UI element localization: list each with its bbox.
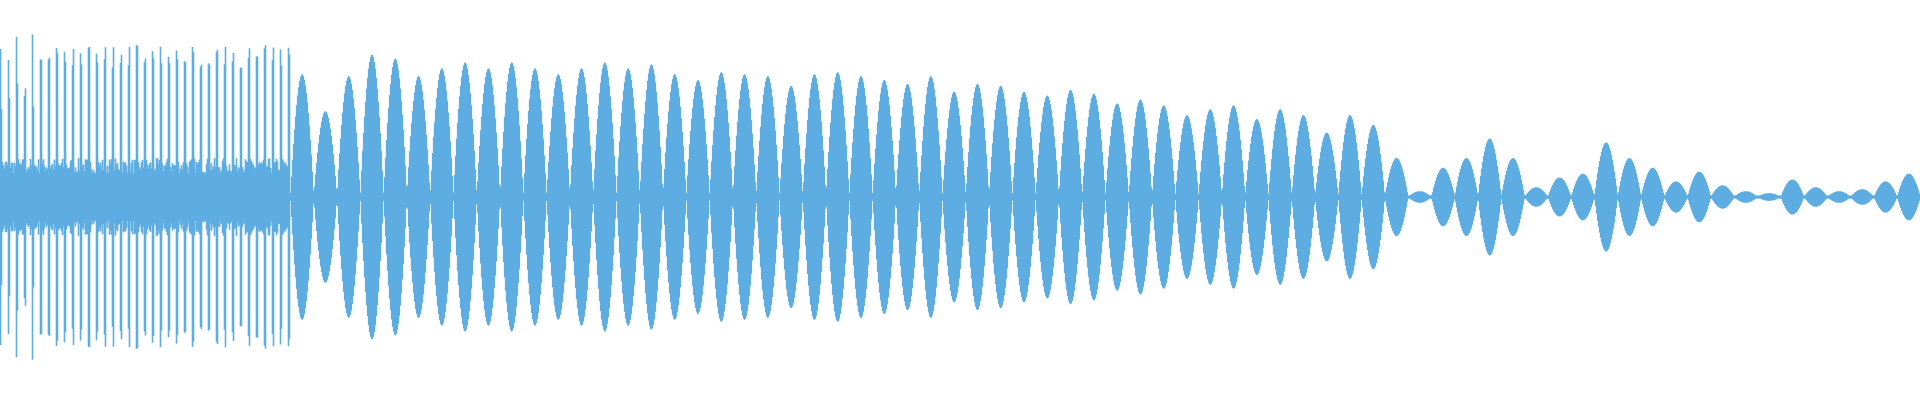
waveform-attack-segment [0,34,291,360]
waveform-decay-segment [289,54,1920,340]
